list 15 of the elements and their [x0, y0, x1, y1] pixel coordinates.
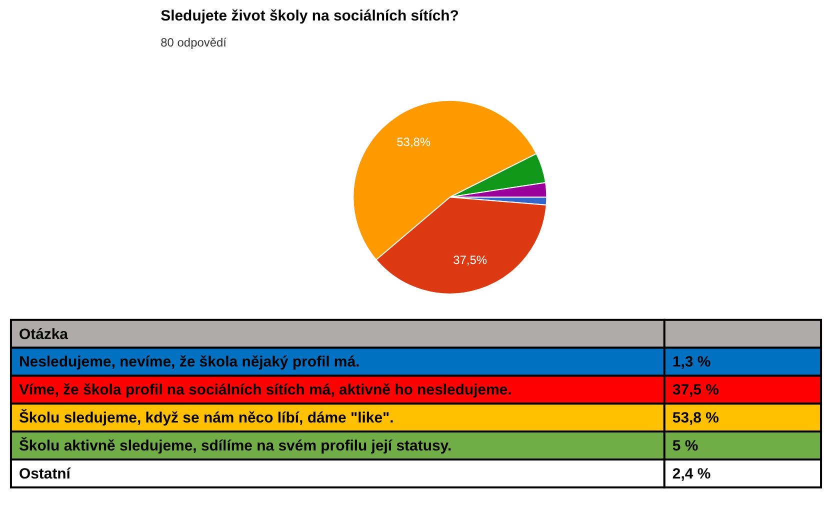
category-label: Víme, že škola profil na sociálních sítích má, aktivně ho nesledujeme.	[18, 382, 512, 399]
text: 80 odpovědí	[160, 35, 228, 50]
category-label: Ostatní	[18, 465, 72, 482]
data-label: 2,4 %	[672, 465, 711, 482]
data-label: 5 %	[672, 438, 698, 455]
chart-title: Sledujete život školy na sociálních sítích?	[160, 8, 459, 25]
category-label: Nesledujeme, nevíme, že škola nějaký profil má.	[18, 354, 360, 371]
data-label: 37,5%	[453, 252, 488, 267]
data-label: 53,8%	[396, 135, 431, 150]
data-label: 53,8 %	[672, 410, 719, 427]
data-label: 37,5 %	[672, 382, 719, 399]
category-label: Školu aktivně sledujeme, sdílíme na svém profilu její statusy.	[18, 436, 452, 455]
data-label: 1,3 %	[672, 354, 711, 371]
text: Otázka	[18, 326, 69, 343]
category-label: Školu sledujeme, když se nám něco líbí, dáme "like".	[18, 408, 394, 427]
